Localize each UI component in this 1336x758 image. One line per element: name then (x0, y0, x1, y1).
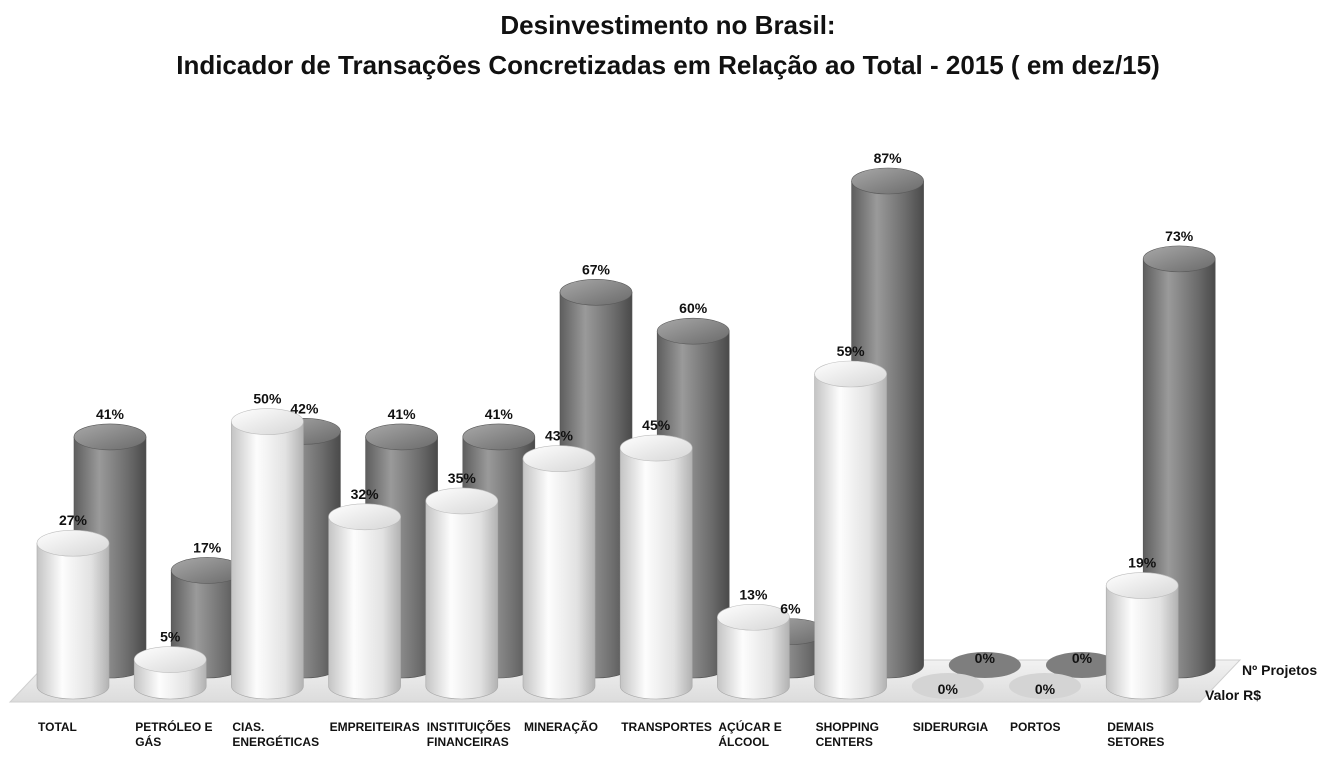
back-bar-label: 60% (679, 300, 708, 316)
front-bar (911, 673, 984, 699)
category-label: PORTOS (1010, 720, 1060, 734)
front-bar-label: 27% (59, 512, 88, 528)
back-bar-label: 41% (388, 406, 417, 422)
series-front-bars (36, 360, 1179, 700)
front-bar (328, 503, 401, 700)
back-bar-label: 42% (290, 400, 319, 416)
front-bar-label: 43% (545, 428, 574, 444)
front-bar-label: 5% (160, 629, 181, 645)
front-bar-label: 0% (1035, 681, 1056, 697)
back-bar-label: 73% (1165, 228, 1194, 244)
front-bar-label: 45% (642, 417, 671, 433)
front-bar (36, 529, 110, 700)
category-label: CIAS. ENERGÉTICAS (232, 720, 319, 749)
front-bar (619, 434, 693, 700)
front-bar-label: 32% (351, 486, 380, 502)
category-label: MINERAÇÃO (524, 719, 598, 734)
back-bar (1046, 652, 1118, 678)
category-label: AÇÚCAR E ÁLCOOL (718, 719, 781, 749)
front-bar-label: 50% (253, 391, 282, 407)
back-bar-label: 41% (485, 406, 514, 422)
back-bar-label: 6% (780, 601, 801, 617)
category-label: PETRÓLEO E GÁS (135, 719, 212, 749)
back-bar-label: 67% (582, 261, 611, 277)
series-legend: Nº Projetos Valor R$ (1205, 662, 1317, 703)
front-bar (133, 646, 207, 700)
series-front-labels: 27% 5% 50% 32% 35% 43% 45% 13% 59% 0% 0% 19% (59, 343, 1157, 697)
chart-title: Desinvestimento no Brasil: (500, 10, 836, 40)
front-bar (1105, 572, 1179, 700)
category-label: TOTAL (38, 720, 77, 734)
category-label: EMPREITEIRAS (330, 720, 420, 734)
front-bar (1009, 673, 1081, 699)
back-bar-label: 0% (975, 650, 996, 666)
chart-subtitle: Indicador de Transações Concretizadas em… (176, 50, 1160, 80)
front-bar (231, 408, 304, 700)
front-bar-label: 13% (739, 586, 768, 602)
front-bar (717, 603, 790, 700)
front-bar (522, 445, 596, 700)
category-labels: TOTAL PETRÓLEO E GÁS CIAS. ENERGÉTICAS EMPREI… (38, 719, 1164, 749)
series-back-labels: 41% 17% 42% 41% 41% 67% 60% 6% 87% 0% 0% 73% (96, 150, 1194, 666)
front-bar-label: 59% (837, 343, 866, 359)
front-bar-label: 19% (1128, 555, 1157, 571)
back-bar-label: 41% (96, 406, 125, 422)
category-label: SIDERURGIA (913, 720, 989, 734)
category-label: TRANSPORTES (621, 720, 712, 734)
category-label: INSTITUIÇÕES FINANCEIRAS (427, 719, 511, 749)
back-bar-label: 17% (193, 539, 222, 555)
category-label: DEMAIS SETORES (1107, 720, 1164, 749)
series-back-bars (73, 167, 1216, 679)
back-bar-label: 0% (1072, 650, 1093, 666)
front-bar-label: 0% (938, 681, 959, 697)
back-bar (948, 652, 1021, 678)
front-bar-label: 35% (448, 470, 477, 486)
front-bar (814, 360, 887, 700)
back-bar-label: 87% (874, 150, 903, 166)
legend-label-back: Nº Projetos (1242, 662, 1317, 678)
category-label: SHOPPING CENTERS (816, 720, 879, 749)
front-bar (425, 487, 499, 700)
legend-label-front: Valor R$ (1205, 687, 1261, 703)
